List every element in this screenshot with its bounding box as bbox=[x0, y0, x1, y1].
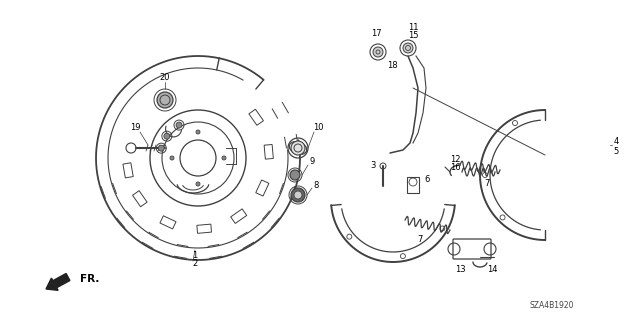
Text: 6: 6 bbox=[424, 175, 429, 184]
Circle shape bbox=[176, 122, 182, 128]
Text: 9: 9 bbox=[309, 158, 315, 167]
Text: SZA4B1920: SZA4B1920 bbox=[530, 300, 575, 309]
Circle shape bbox=[164, 133, 170, 139]
Text: 14: 14 bbox=[487, 265, 497, 275]
Circle shape bbox=[291, 141, 305, 155]
Circle shape bbox=[403, 43, 413, 53]
Text: 5: 5 bbox=[613, 146, 619, 155]
Circle shape bbox=[196, 182, 200, 186]
Text: 15: 15 bbox=[408, 32, 419, 41]
Circle shape bbox=[291, 188, 305, 202]
Circle shape bbox=[158, 145, 164, 151]
Text: FR.: FR. bbox=[80, 274, 99, 284]
Circle shape bbox=[290, 170, 300, 180]
Text: 17: 17 bbox=[371, 29, 381, 39]
Circle shape bbox=[294, 191, 302, 199]
Text: 3: 3 bbox=[371, 161, 376, 170]
Text: 7: 7 bbox=[417, 235, 422, 244]
Circle shape bbox=[222, 156, 226, 160]
Circle shape bbox=[196, 130, 200, 134]
Circle shape bbox=[170, 156, 174, 160]
Text: 16: 16 bbox=[450, 162, 460, 172]
Text: 4: 4 bbox=[613, 137, 619, 145]
Circle shape bbox=[373, 47, 383, 57]
Text: 13: 13 bbox=[454, 265, 465, 275]
Text: 7: 7 bbox=[484, 179, 490, 188]
Text: 11: 11 bbox=[408, 24, 419, 33]
Text: 10: 10 bbox=[313, 122, 323, 131]
Text: 12: 12 bbox=[450, 155, 460, 165]
Text: 2: 2 bbox=[193, 258, 198, 268]
Text: 19: 19 bbox=[130, 122, 140, 131]
Text: 18: 18 bbox=[387, 62, 397, 70]
Text: 20: 20 bbox=[160, 73, 170, 83]
FancyArrow shape bbox=[46, 273, 70, 290]
Circle shape bbox=[157, 92, 173, 108]
Text: 1: 1 bbox=[193, 250, 198, 259]
Text: 8: 8 bbox=[314, 181, 319, 189]
